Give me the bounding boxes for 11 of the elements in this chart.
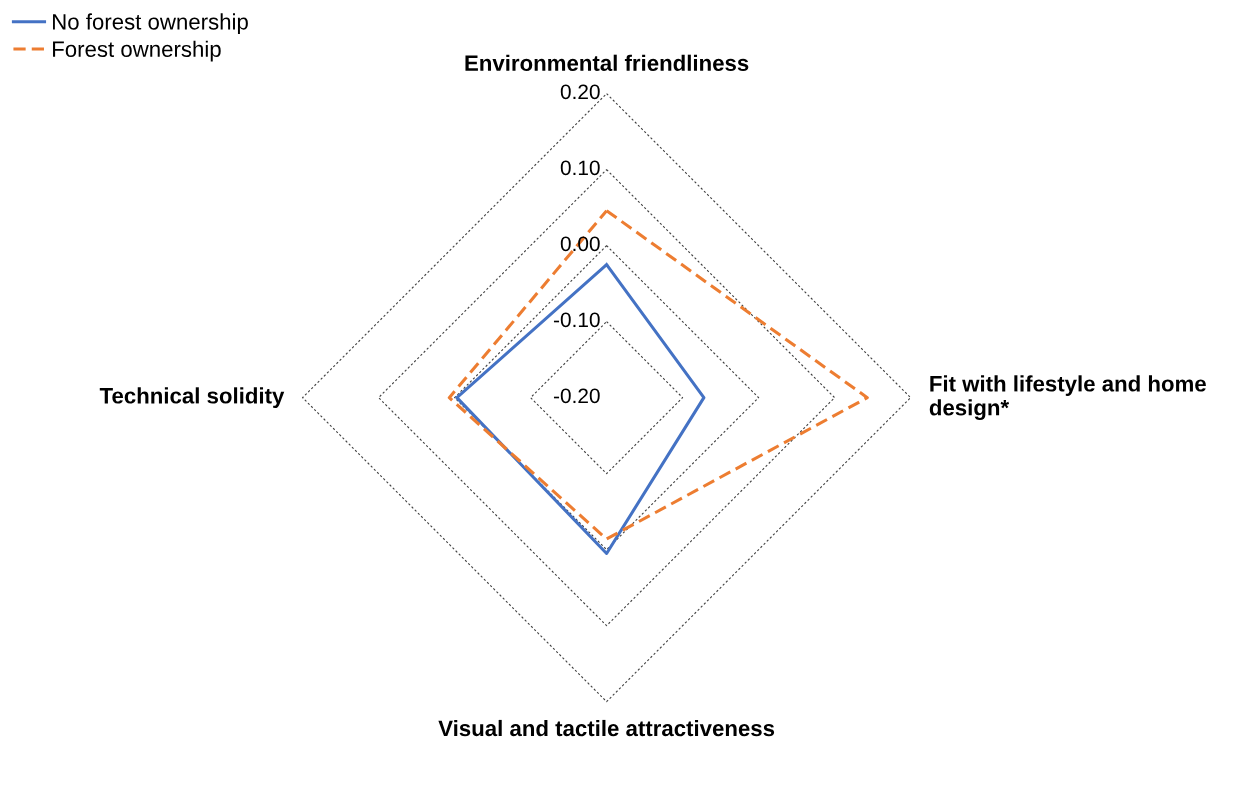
y-tick-label: 0.00 [560,236,600,252]
y-tick-label: 0.20 [560,84,600,100]
y-tick-label: 0.10 [560,160,600,176]
legend-label: Forest ownership [53,40,221,62]
spoke-label: Environmental friendliness [465,54,749,71]
spoke-label: Fit with lifestyle and home design* [929,375,1206,421]
y-tick-label: -0.10 [553,312,600,328]
spoke-label: Visual and tactile attractiveness [438,719,775,737]
spoke-label: Technical solidity [99,387,285,409]
legend-label: No forest ownership [53,13,248,35]
y-tick-label: -0.20 [553,388,600,404]
